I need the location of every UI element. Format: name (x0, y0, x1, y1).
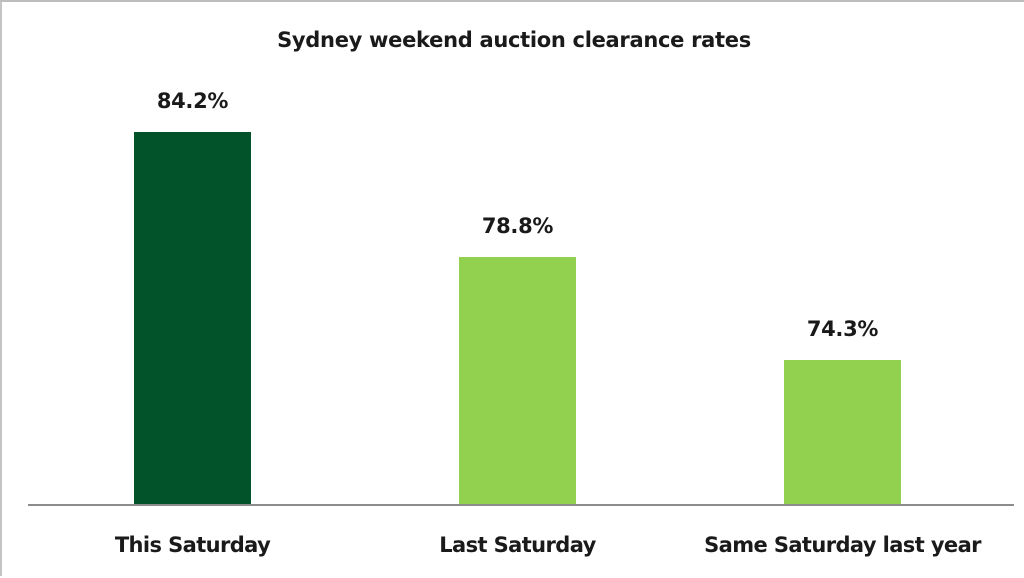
bar-same-saturday-last-year (784, 360, 901, 505)
bar-value-label: 84.2% (156, 89, 229, 113)
bar-this-saturday (134, 132, 251, 505)
category-label: Same Saturday last year (704, 533, 981, 557)
chart-title: Sydney weekend auction clearance rates (277, 28, 751, 52)
bar-value-label: 78.8% (481, 214, 554, 238)
category-label: This Saturday (114, 533, 271, 557)
x-axis-line (28, 504, 1014, 506)
bar-value-label: 74.3% (806, 317, 879, 341)
category-label: Last Saturday (439, 533, 596, 557)
bar-last-saturday (459, 257, 576, 505)
